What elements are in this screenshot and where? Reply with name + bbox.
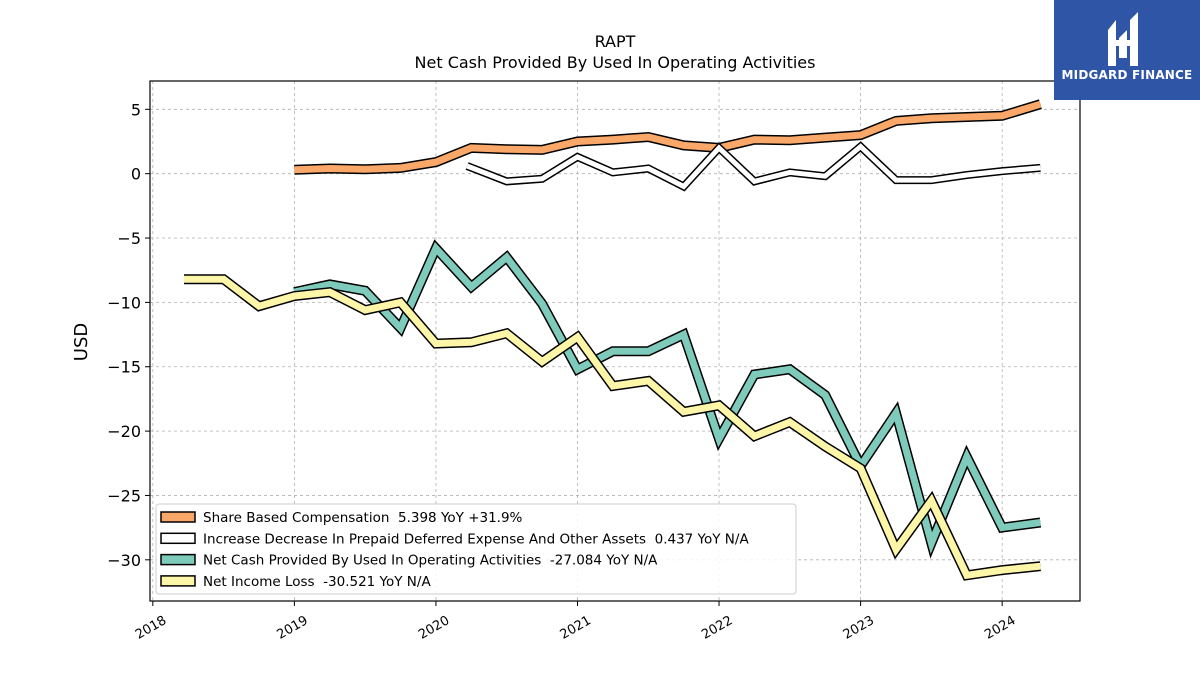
brand-mark-icon	[1108, 12, 1138, 66]
y-tick-label: 5	[131, 100, 141, 119]
x-tick-label: 2023	[841, 613, 877, 643]
y-tick-label: −25	[107, 486, 141, 505]
series-net-income-loss	[184, 274, 1041, 581]
x-tick-label: 2018	[133, 613, 169, 643]
legend-swatch	[160, 511, 196, 523]
x-axis-ticks: 2018 2019 2020 2021 2022 2023 2024	[133, 601, 1018, 643]
series-line	[184, 275, 1041, 580]
series-line	[466, 143, 1041, 190]
series-line	[294, 100, 1042, 174]
brand-logo: MIDGARD FINANCE	[1054, 0, 1200, 100]
legend-swatch	[160, 575, 196, 587]
plot-frame	[149, 80, 1081, 602]
series-increase-decrease-in-prepaid-deferred-expense-and-other-assets	[465, 141, 1041, 192]
y-axis-ticks: 5 0 −5 −10 −15 −20 −25 −30	[107, 100, 150, 570]
legend-entry-label: Net Income Loss -30.521 YoY N/A	[203, 574, 431, 590]
brand-name: MIDGARD FINANCE	[1061, 68, 1193, 82]
y-tick-label: −5	[117, 229, 141, 248]
chart-title: RAPT	[595, 32, 636, 51]
x-tick-label: 2021	[558, 613, 594, 643]
series-layer	[184, 99, 1042, 581]
chart-subtitle: Net Cash Provided By Used In Operating A…	[415, 53, 816, 72]
legend-swatch	[160, 553, 196, 566]
y-tick-label: −30	[107, 551, 141, 570]
legend-box	[155, 503, 797, 595]
x-tick-label: 2019	[275, 613, 311, 643]
y-tick-label: −20	[107, 422, 141, 441]
legend-entry-label: Share Based Compensation 5.398 YoY +31.9…	[203, 510, 523, 526]
y-axis-label: USD	[71, 323, 92, 361]
y-tick-label: −10	[107, 293, 141, 312]
legend-entry-label: Increase Decrease In Prepaid Deferred Ex…	[203, 531, 749, 547]
legend-entry-label: Net Cash Provided By Used In Operating A…	[203, 553, 658, 569]
x-tick-label: 2024	[982, 613, 1018, 643]
series-line	[293, 241, 1041, 554]
series-share-based-compensation	[294, 99, 1042, 175]
series-net-cash-provided-by-used-in-operating-activities	[293, 239, 1042, 559]
x-tick-label: 2020	[416, 613, 452, 643]
y-tick-label: −15	[107, 358, 141, 377]
legend: Share Based Compensation 5.398 YoY +31.9…	[155, 503, 797, 595]
legend-swatch	[160, 532, 196, 545]
y-tick-label: 0	[131, 165, 141, 184]
x-tick-label: 2022	[699, 613, 735, 643]
series-line-outline	[294, 99, 1042, 175]
